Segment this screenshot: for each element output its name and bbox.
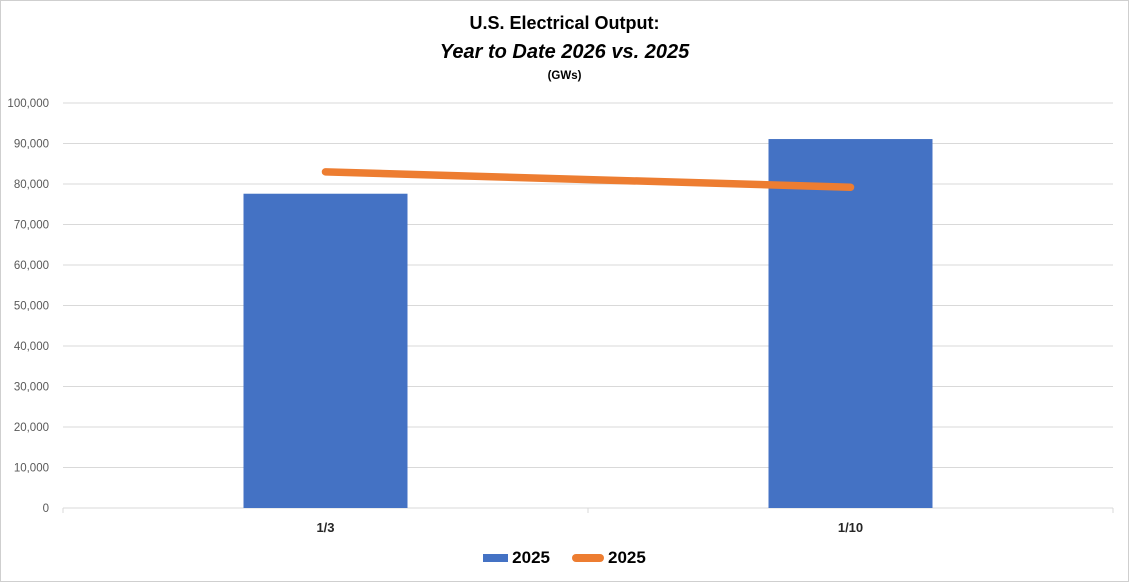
y-tick-label: 40,000 <box>14 341 49 353</box>
y-tick-label: 30,000 <box>14 382 49 394</box>
y-tick-label: 70,000 <box>14 220 49 232</box>
y-tick-label: 100,000 <box>7 98 49 110</box>
legend-bar-swatch <box>483 554 509 562</box>
bar-1/10[interactable] <box>768 139 933 509</box>
bar-1/3[interactable] <box>243 193 408 508</box>
legend-item-line-2025[interactable]: 2025 <box>572 549 646 567</box>
y-tick-label: 10,000 <box>14 463 49 475</box>
legend: 2025 2025 <box>1 549 1128 567</box>
chart-title-block: U.S. Electrical Output: Year to Date 202… <box>1 13 1128 83</box>
line-series-2025[interactable] <box>321 168 855 191</box>
chart-unit-label: (GWs) <box>547 70 582 82</box>
y-tick-label: 50,000 <box>14 301 49 313</box>
legend-line-label: 2025 <box>608 548 646 567</box>
y-tick-label: 60,000 <box>14 260 49 272</box>
chart-subtitle: Year to Date 2026 vs. 2025 <box>439 41 690 63</box>
x-category-label: 1/3 <box>316 520 334 535</box>
y-tick-label: 90,000 <box>14 139 49 151</box>
y-tick-label: 20,000 <box>14 422 49 434</box>
chart-title: U.S. Electrical Output: <box>469 13 660 33</box>
y-tick-label: 0 <box>43 503 49 515</box>
x-category-label: 1/10 <box>838 520 863 535</box>
legend-bar-label: 2025 <box>512 548 550 567</box>
y-tick-label: 80,000 <box>14 179 49 191</box>
legend-line-swatch <box>572 554 604 562</box>
legend-item-bar-2025[interactable]: 2025 <box>483 549 550 567</box>
